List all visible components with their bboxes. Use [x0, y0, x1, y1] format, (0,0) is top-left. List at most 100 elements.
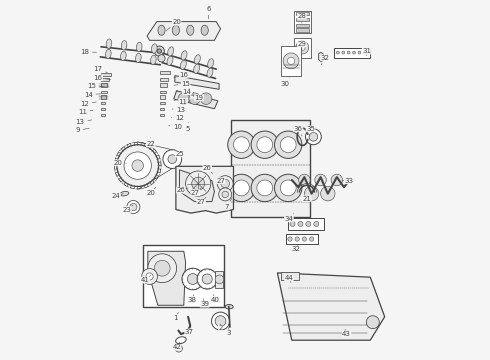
- Text: 14: 14: [176, 89, 191, 95]
- Circle shape: [364, 51, 367, 54]
- Polygon shape: [281, 272, 299, 280]
- Text: 7: 7: [225, 198, 232, 210]
- Bar: [296, 24, 309, 27]
- Bar: [334, 48, 370, 58]
- Polygon shape: [147, 22, 220, 40]
- Circle shape: [296, 41, 309, 54]
- Polygon shape: [148, 251, 186, 305]
- Polygon shape: [277, 273, 385, 340]
- Bar: [160, 71, 171, 74]
- Circle shape: [358, 51, 361, 54]
- Text: 6: 6: [206, 6, 211, 19]
- Circle shape: [302, 237, 307, 241]
- Text: 13: 13: [172, 107, 185, 113]
- Circle shape: [309, 132, 318, 141]
- Bar: [160, 78, 169, 81]
- Text: 23: 23: [122, 205, 133, 212]
- Circle shape: [310, 237, 314, 241]
- Circle shape: [148, 254, 176, 283]
- Circle shape: [142, 269, 157, 284]
- Ellipse shape: [122, 41, 127, 50]
- Text: 1: 1: [173, 312, 178, 320]
- Circle shape: [304, 186, 319, 201]
- Text: 33: 33: [342, 178, 353, 184]
- Ellipse shape: [181, 51, 187, 60]
- Text: 40: 40: [211, 294, 220, 302]
- Circle shape: [168, 155, 176, 163]
- Bar: [296, 28, 309, 32]
- Bar: [281, 46, 301, 76]
- Text: 30: 30: [281, 78, 290, 86]
- Circle shape: [182, 268, 204, 290]
- Text: 44: 44: [285, 275, 294, 283]
- Text: 5: 5: [186, 122, 190, 132]
- Text: 24: 24: [112, 193, 123, 199]
- Circle shape: [306, 221, 311, 226]
- Text: 29: 29: [297, 41, 306, 50]
- Ellipse shape: [150, 55, 156, 64]
- Ellipse shape: [168, 47, 173, 56]
- Ellipse shape: [207, 68, 213, 77]
- Circle shape: [157, 49, 162, 53]
- Circle shape: [158, 55, 165, 62]
- Circle shape: [187, 274, 198, 284]
- Text: 17: 17: [94, 66, 107, 73]
- Ellipse shape: [201, 25, 208, 35]
- Circle shape: [233, 137, 249, 153]
- Polygon shape: [175, 76, 219, 89]
- Text: 32: 32: [320, 55, 329, 65]
- Text: 27: 27: [191, 188, 201, 195]
- Ellipse shape: [167, 56, 173, 66]
- Bar: [101, 102, 105, 104]
- Text: 38: 38: [187, 294, 196, 302]
- Circle shape: [367, 316, 379, 329]
- Circle shape: [320, 186, 335, 201]
- Bar: [144, 245, 224, 307]
- Text: 20: 20: [114, 160, 126, 166]
- Text: 18: 18: [80, 49, 97, 55]
- Bar: [296, 18, 309, 21]
- Bar: [160, 108, 164, 110]
- Text: 27: 27: [216, 176, 228, 184]
- Circle shape: [342, 51, 345, 54]
- Circle shape: [192, 177, 205, 190]
- Circle shape: [274, 174, 302, 202]
- Text: 20: 20: [147, 187, 156, 195]
- Text: 12: 12: [80, 101, 97, 107]
- Circle shape: [280, 137, 296, 153]
- Circle shape: [295, 237, 299, 241]
- Bar: [101, 73, 111, 76]
- Polygon shape: [176, 166, 233, 213]
- Circle shape: [127, 201, 140, 213]
- Circle shape: [280, 180, 296, 196]
- Ellipse shape: [105, 49, 111, 59]
- Bar: [101, 114, 104, 116]
- Circle shape: [298, 174, 310, 186]
- Text: 32: 32: [292, 244, 300, 252]
- Text: 16: 16: [174, 72, 188, 78]
- Text: 41: 41: [141, 275, 151, 283]
- Circle shape: [298, 221, 303, 226]
- Text: 16: 16: [94, 75, 111, 81]
- Text: 4: 4: [189, 88, 195, 98]
- Text: 42: 42: [172, 342, 181, 350]
- Text: 34: 34: [285, 213, 294, 222]
- Ellipse shape: [136, 53, 141, 63]
- Bar: [286, 234, 318, 244]
- Circle shape: [299, 45, 305, 50]
- Bar: [288, 218, 324, 230]
- Circle shape: [154, 260, 170, 276]
- Circle shape: [315, 174, 326, 186]
- Bar: [101, 95, 106, 99]
- Ellipse shape: [194, 64, 199, 73]
- Text: 21: 21: [302, 193, 311, 202]
- Text: 13: 13: [75, 119, 92, 125]
- Text: 26: 26: [176, 187, 188, 193]
- Ellipse shape: [208, 59, 214, 68]
- Circle shape: [217, 176, 233, 192]
- Circle shape: [219, 188, 232, 201]
- Circle shape: [283, 53, 299, 69]
- Circle shape: [200, 93, 212, 104]
- Ellipse shape: [151, 44, 157, 53]
- Circle shape: [132, 160, 144, 171]
